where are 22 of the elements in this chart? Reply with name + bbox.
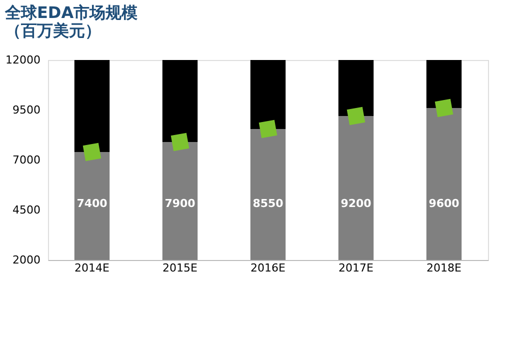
point	[434, 98, 454, 118]
text: （百万美元）	[5, 21, 102, 40]
y-tick-label: 12000	[6, 54, 40, 66]
point	[346, 106, 366, 126]
point	[258, 120, 278, 138]
x-tick-label: 2017E	[338, 262, 374, 274]
data-label: 8550	[252, 197, 284, 210]
y-tick-label: 9500	[12, 104, 40, 116]
x-tick-label: 2018E	[426, 262, 462, 274]
y-tick-label: 7000	[12, 154, 40, 166]
data-label: 9600	[428, 197, 460, 210]
y-tick-label: 4500	[12, 204, 40, 216]
x-tick-label: 2016E	[250, 262, 286, 274]
data-label: 7900	[164, 197, 196, 210]
x-tick-label: 2015E	[162, 262, 198, 274]
text: 全球EDA市场规模	[5, 3, 138, 22]
data-label: 9200	[340, 197, 372, 210]
data-label: 7400	[76, 197, 108, 210]
x-tick-label: 2014E	[74, 262, 110, 274]
point	[82, 142, 102, 162]
y-tick-label: 2000	[12, 254, 40, 266]
point	[170, 132, 190, 152]
